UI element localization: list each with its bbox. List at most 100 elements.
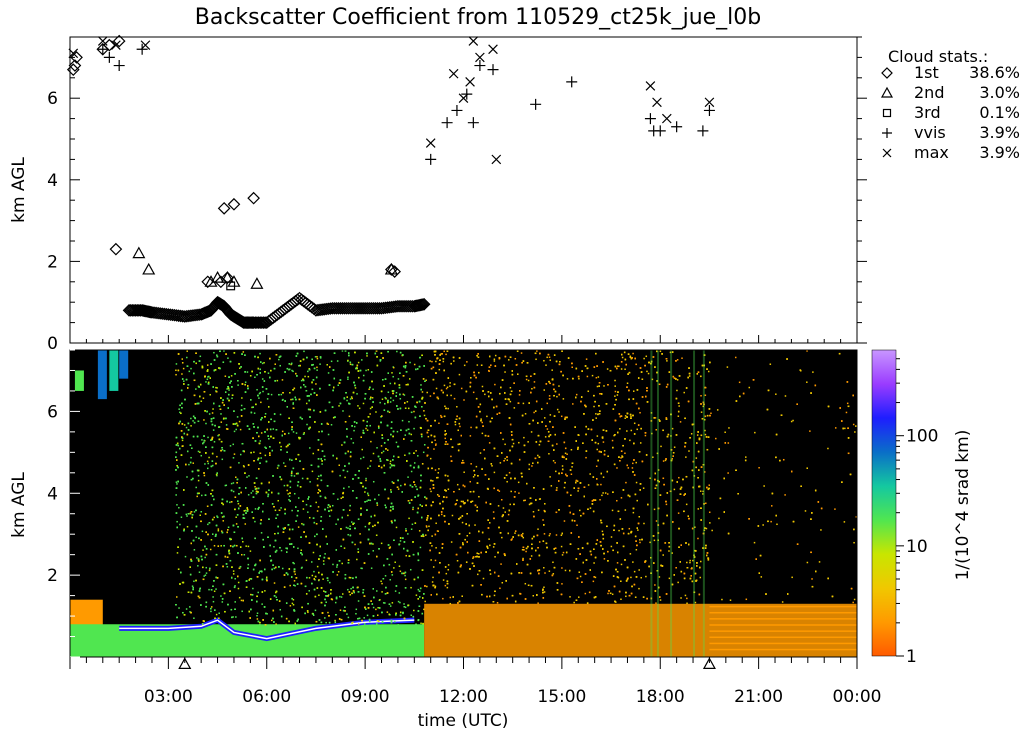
backscatter-pixel [181, 439, 184, 442]
backscatter-pixel [538, 444, 541, 446]
backscatter-pixel [281, 430, 284, 433]
backscatter-pixel [258, 397, 260, 399]
backscatter-pixel [652, 456, 654, 458]
backscatter-pixel [394, 590, 397, 592]
backscatter-pixel [566, 378, 569, 380]
backscatter-pixel [270, 619, 273, 622]
backscatter-pixel [594, 576, 597, 579]
backscatter-pixel [209, 393, 211, 396]
point-cross [491, 154, 502, 165]
backscatter-pixel [350, 437, 353, 440]
backscatter-pixel [341, 350, 344, 352]
backscatter-pixel [703, 529, 706, 532]
backscatter-pixel [415, 485, 417, 488]
point-triangle [211, 270, 225, 283]
backscatter-pixel [811, 578, 813, 580]
backscatter-pixel [176, 520, 178, 523]
point-diamond [344, 301, 358, 315]
backscatter-pixel [281, 567, 284, 570]
backscatter-pixel [294, 573, 296, 575]
backscatter-pixel [558, 385, 560, 387]
backscatter-pixel [370, 567, 373, 569]
point-triangle [142, 262, 156, 275]
backscatter-pixel [424, 600, 426, 603]
backscatter-pixel [200, 454, 203, 457]
backscatter-pixel [514, 491, 516, 493]
backscatter-pixel [198, 571, 201, 573]
point-diamond [366, 301, 380, 315]
backscatter-pixel [357, 600, 360, 602]
backscatter-pixel [316, 369, 318, 371]
backscatter-pixel [469, 435, 472, 437]
backscatter-pixel [389, 382, 392, 385]
backscatter-pixel [308, 577, 311, 579]
backscatter-pixel [243, 517, 246, 519]
backscatter-pixel [341, 562, 343, 565]
backscatter-pixel [220, 421, 223, 423]
backscatter-pixel [433, 448, 435, 450]
backscatter-pixel [293, 580, 296, 582]
point-diamond [395, 299, 409, 313]
backscatter-pixel [366, 429, 369, 431]
backscatter-pixel [369, 465, 371, 467]
backscatter-pixel [322, 578, 324, 580]
point-plus [113, 60, 125, 72]
backscatter-pixel [689, 561, 691, 564]
point-plus [654, 125, 666, 137]
backscatter-pixel [660, 445, 662, 448]
backscatter-pixel [413, 363, 416, 366]
backscatter-pixel [316, 366, 318, 369]
point-plus [451, 104, 463, 116]
backscatter-pixel [274, 591, 277, 594]
backscatter-pixel [685, 503, 688, 506]
backscatter-pixel [222, 520, 225, 522]
backscatter-pixel [323, 563, 325, 565]
point-diamond [332, 301, 345, 315]
backscatter-pixel [395, 441, 398, 444]
backscatter-pixel [403, 603, 405, 605]
backscatter-pixel [426, 585, 428, 588]
backscatter-pixel [399, 601, 401, 604]
backscatter-pixel [197, 474, 200, 477]
backscatter-pixel [668, 577, 671, 580]
backscatter-pixel [695, 457, 698, 459]
backscatter-pixel [442, 360, 445, 363]
backscatter-pixel [327, 579, 329, 582]
backscatter-pixel [632, 511, 635, 514]
backscatter-pixel [509, 503, 511, 506]
backscatter-pixel [671, 427, 674, 430]
backscatter-pixel [658, 419, 660, 421]
backscatter-pixel [273, 582, 276, 584]
backscatter-pixel [726, 366, 729, 368]
backscatter-pixel [249, 550, 252, 552]
backscatter-pixel [654, 417, 657, 419]
backscatter-pixel [267, 372, 270, 374]
backscatter-pixel [404, 606, 407, 609]
backscatter-pixel [307, 511, 309, 513]
backscatter-pixel [280, 445, 282, 448]
backscatter-pixel [462, 459, 464, 462]
backscatter-pixel [312, 614, 315, 617]
backscatter-pixel [753, 541, 756, 544]
backscatter-pixel [506, 459, 509, 461]
backscatter-pixel [517, 481, 520, 484]
backscatter-pixel [390, 397, 392, 399]
backscatter-pixel [235, 616, 237, 618]
backscatter-pixel [368, 388, 370, 391]
backscatter-pixel [259, 570, 261, 573]
backscatter-pixel [602, 476, 605, 478]
backscatter-pixel [561, 583, 563, 585]
backscatter-pixel [415, 594, 418, 596]
backscatter-pixel [572, 403, 574, 405]
backscatter-pixel [301, 522, 303, 525]
backscatter-pixel [544, 436, 547, 438]
backscatter-pixel [620, 368, 623, 370]
backscatter-pixel [499, 462, 502, 464]
backscatter-pixel [776, 523, 778, 526]
backscatter-pixel [275, 596, 278, 599]
backscatter-pixel [336, 566, 338, 568]
backscatter-pixel [620, 497, 623, 499]
backscatter-pixel [710, 412, 712, 415]
backscatter-pixel [239, 428, 242, 431]
backscatter-pixel [702, 490, 704, 493]
